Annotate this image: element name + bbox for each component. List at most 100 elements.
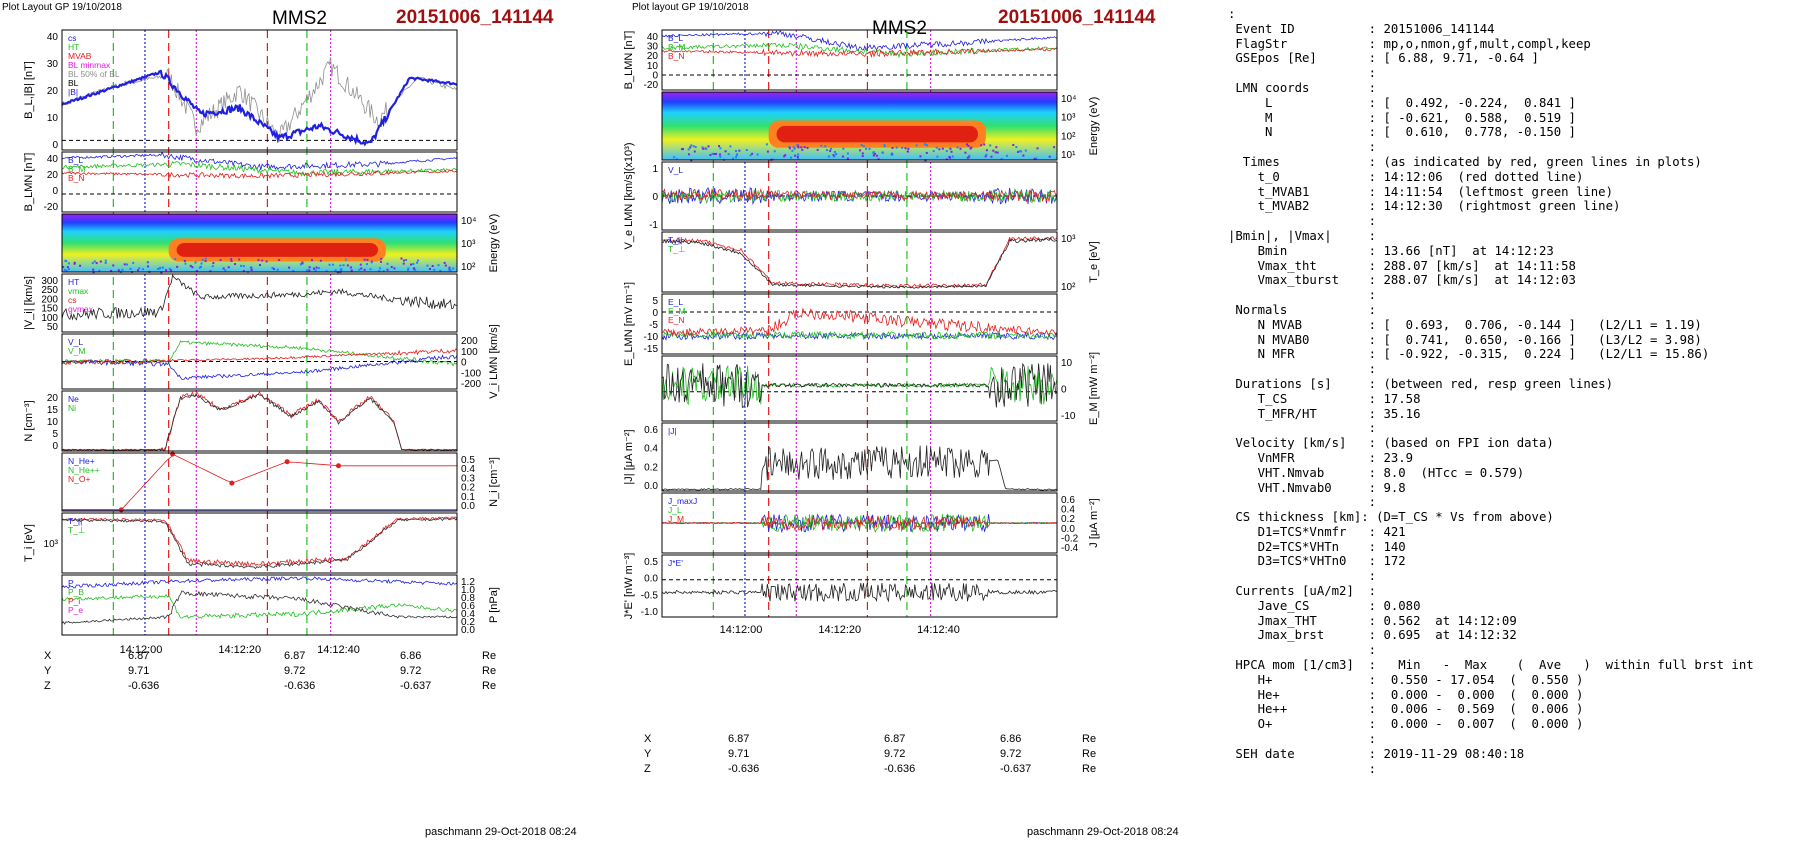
spectrogram-speckle: [198, 266, 201, 269]
spectrogram-speckle: [877, 158, 880, 161]
ytick-label: 0.3: [461, 473, 475, 484]
panel-spec: 10⁴ 10³ 10² 10¹ Energy (eV): [661, 91, 1100, 162]
ytick-label: 30: [47, 59, 59, 70]
panel-frame: [661, 231, 1058, 293]
ytick-label: -10: [1061, 411, 1076, 422]
spectrogram-speckle: [390, 265, 393, 268]
ytick-label: 200: [41, 294, 58, 305]
panel-frame: [661, 91, 1058, 161]
coord-value: 6.87: [728, 733, 750, 745]
spectrogram-speckle: [842, 147, 845, 150]
spectrogram-speckle: [99, 260, 102, 263]
trace-0: [61, 57, 458, 143]
spectrogram-speckle: [272, 267, 275, 270]
spectrogram-speckle: [1035, 157, 1038, 160]
spectrogram-speckle: [792, 146, 795, 149]
ytick-label: 20: [47, 170, 59, 181]
ytick-label: 0.0: [461, 625, 475, 636]
spectrogram-speckle: [358, 268, 361, 271]
spectrogram-speckle: [92, 268, 95, 271]
spectrogram-speckle: [112, 264, 115, 267]
spectrogram-speckle: [701, 146, 704, 149]
panel-spec: 10⁴ 10³ 10² Energy (eV): [61, 213, 500, 274]
ytick-label: 300: [41, 276, 58, 287]
spectrogram-speckle: [675, 158, 678, 161]
spectrogram-speckle: [735, 154, 738, 157]
spectrogram-speckle: [363, 268, 366, 271]
trace-2: [661, 47, 1058, 59]
ytick-label: 5: [52, 429, 58, 440]
spectrogram-speckle: [806, 146, 809, 149]
ytick-label: 0: [652, 192, 658, 203]
spectrogram-speckle: [234, 263, 237, 266]
spectrogram-speckle: [773, 150, 776, 153]
panel-j: 0.6 0.4 0.2 0.0 |J| [μA m⁻²] |J|: [623, 422, 1058, 492]
ylabel: T_i [eV]: [23, 524, 35, 562]
ytick-label: 200: [461, 336, 478, 347]
spectrogram-speckle: [793, 147, 796, 150]
hpca-point-1: [170, 451, 176, 457]
spectrogram-speckle: [872, 154, 875, 157]
spectrogram-speckle: [735, 156, 738, 159]
panel-blmn: 40 20 0 -20 B_LMN [nT] B_LB_MB_N: [23, 151, 458, 213]
coord-value: 6.87: [884, 733, 906, 745]
spectrogram-speckle: [363, 258, 366, 261]
spectrogram-speckle: [872, 151, 875, 154]
spectrogram-speckle: [964, 151, 967, 154]
spectrogram-speckle: [98, 269, 101, 272]
spectrogram-speckle: [437, 264, 440, 267]
spectrogram-speckle: [238, 258, 241, 261]
series-label: V_L: [668, 165, 683, 175]
panel-frame: [61, 213, 458, 273]
spectrogram-speckle: [673, 156, 676, 159]
spectrogram-speckle: [994, 151, 997, 154]
spectrogram-speckle: [797, 158, 800, 161]
trace-0: [62, 454, 457, 511]
series-label: cs: [68, 295, 77, 305]
spectrogram-speckle: [800, 146, 803, 149]
panel-p: 1.21.00.80.60.40.20.0 P [nPa] PP_BP_iP_e: [61, 574, 500, 636]
panel-e: 50-5-10-15 E_LMN [mV m⁻¹] E_LE_ME_N: [623, 282, 1058, 366]
ytick-label: 0.0: [644, 481, 658, 492]
spectrogram-core: [176, 243, 378, 257]
series-label: T_||: [668, 235, 682, 245]
spectrogram-speckle: [292, 269, 295, 272]
spectrogram-speckle: [1020, 150, 1023, 153]
ylabel: Energy (eV): [1088, 97, 1100, 156]
spectrogram-speckle: [824, 145, 827, 148]
ytick-label: 40: [47, 154, 59, 165]
ytick-label: 1: [652, 164, 658, 175]
spectrogram-speckle: [449, 269, 452, 272]
ytick-label: 0.8: [461, 593, 475, 604]
ytick-label: 0.0: [644, 574, 658, 585]
spectrogram-speckle: [919, 155, 922, 158]
ytick-label: 0.2: [461, 617, 475, 628]
panel-frame: [61, 390, 458, 452]
spectrogram-speckle: [875, 154, 878, 157]
spectrogram-speckle: [405, 259, 408, 262]
ytick-label: 10²: [461, 262, 476, 273]
spectrogram-speckle: [729, 145, 732, 148]
spectrogram-speckle: [690, 144, 693, 147]
series-label: N_He+: [68, 456, 95, 466]
ytick-label: 100: [461, 347, 478, 358]
ytick-label: 0.0: [461, 501, 475, 512]
spectrogram-speckle: [184, 262, 187, 265]
spectrogram-speckle: [174, 258, 177, 261]
right-plot-header: Plot layout GP 19/10/2018: [632, 2, 749, 13]
ylabel: E_LMN [mV m⁻¹]: [623, 282, 635, 366]
series-label: cs: [68, 33, 77, 43]
coord-label: Z: [44, 680, 51, 692]
spectrogram-speckle: [938, 148, 941, 151]
spectrogram-speckle: [95, 262, 98, 265]
ytick-label: 10: [647, 61, 659, 72]
panel-frame: [661, 161, 1058, 231]
spectrogram-speckle: [965, 143, 968, 146]
spectrogram-speckle: [259, 264, 262, 267]
spectrogram-speckle: [176, 265, 179, 268]
spectrogram-speckle: [829, 149, 832, 152]
trace-1: [61, 354, 458, 380]
spectrogram-speckle: [224, 269, 227, 272]
spectrogram-speckle: [200, 262, 203, 265]
